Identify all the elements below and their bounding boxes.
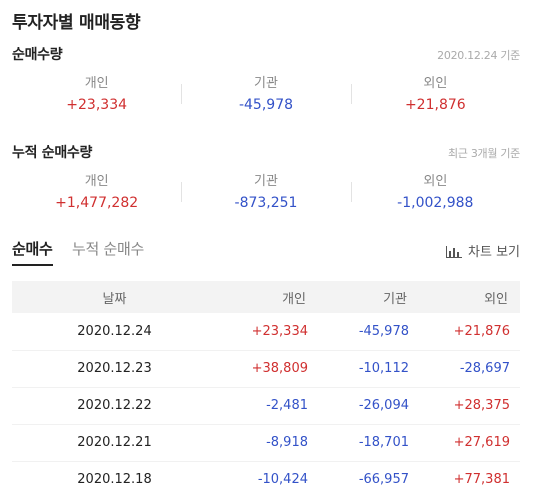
cell-date: 2020.12.21: [77, 435, 152, 450]
col-header-individual: 개인: [282, 291, 306, 307]
stat-label: 기관: [254, 174, 278, 189]
cumulative-stat-individual: 개인 +1,477,282: [12, 172, 181, 216]
cumulative-section-note: 최근 3개월 기준: [447, 147, 520, 160]
table-row: 2020.12.18 -10,424 -66,957 +77,381: [12, 461, 520, 498]
tab-net-purchase[interactable]: 순매수: [12, 238, 53, 266]
tab-cumulative-net-purchase[interactable]: 누적 순매수: [72, 240, 144, 258]
chart-view-button[interactable]: 차트 보기: [446, 241, 520, 260]
cell-institution: -66,957: [358, 472, 409, 487]
cumulative-stats: 개인 +1,477,282 기관 -873,251 외인 -1,002,988: [12, 172, 520, 216]
stat-value: +23,334: [66, 97, 128, 113]
daily-stat-individual: 개인 +23,334: [12, 74, 181, 118]
cell-date: 2020.12.22: [77, 398, 152, 413]
cell-individual: +38,809: [251, 361, 308, 376]
daily-section-title: 순매수량: [12, 47, 63, 63]
stat-value: -873,251: [234, 195, 298, 211]
stat-label: 기관: [254, 76, 278, 91]
daily-section-note: 2020.12.24 기준: [437, 49, 520, 62]
cell-institution: -26,094: [358, 398, 409, 413]
cell-foreign: +77,381: [453, 472, 510, 487]
stat-label: 개인: [84, 174, 109, 189]
cell-foreign: +21,876: [453, 323, 510, 339]
cell-date: 2020.12.24: [77, 323, 152, 339]
stat-label: 외인: [423, 76, 448, 91]
col-header-foreign: 외인: [484, 291, 508, 307]
cumulative-section-title: 누적 순매수량: [12, 145, 93, 161]
stat-value: +1,477,282: [55, 195, 139, 211]
daily-section-header: 순매수량 2020.12.24 기준: [12, 44, 520, 64]
cell-individual: -2,481: [266, 398, 308, 413]
bar-chart-icon: [446, 244, 463, 258]
page-title: 투자자별 매매동향: [12, 13, 141, 33]
cell-date: 2020.12.18: [77, 472, 152, 487]
cell-foreign: +28,375: [453, 398, 510, 413]
stat-value: -1,002,988: [397, 195, 474, 211]
cell-institution: -18,701: [358, 435, 409, 450]
cell-institution: -10,112: [358, 361, 409, 376]
table-row: 2020.12.22 -2,481 -26,094 +28,375: [12, 387, 520, 424]
tab-bar: 순매수 누적 순매수 차트 보기: [12, 238, 520, 268]
table-row: 2020.12.21 -8,918 -18,701 +27,619: [12, 424, 520, 461]
cell-individual: +23,334: [251, 323, 308, 339]
cell-date: 2020.12.23: [77, 361, 152, 376]
table-header-row: 날짜 개인 기관 외인: [12, 281, 520, 313]
stat-value: -45,978: [238, 97, 294, 113]
trading-table: 날짜 개인 기관 외인 2020.12.24 +23,334 -45,978 +…: [12, 281, 520, 498]
col-header-institution: 기관: [383, 291, 407, 307]
cell-institution: -45,978: [358, 323, 409, 339]
cell-foreign: +27,619: [453, 435, 510, 450]
cumulative-section-header: 누적 순매수량 최근 3개월 기준: [12, 142, 520, 162]
stat-label: 외인: [423, 174, 448, 189]
daily-stats: 개인 +23,334 기관 -45,978 외인 +21,876: [12, 74, 520, 118]
daily-stat-institution: 기관 -45,978: [181, 74, 350, 118]
daily-stat-foreign: 외인 +21,876: [350, 74, 520, 118]
cell-individual: -8,918: [266, 435, 308, 450]
stat-value: +21,876: [404, 97, 466, 113]
stat-label: 개인: [84, 76, 109, 91]
table-row: 2020.12.23 +38,809 -10,112 -28,697: [12, 350, 520, 387]
table-row: 2020.12.24 +23,334 -45,978 +21,876: [12, 313, 520, 350]
cell-foreign: -28,697: [459, 361, 510, 376]
cell-individual: -10,424: [257, 472, 308, 487]
col-header-date: 날짜: [102, 291, 127, 307]
cumulative-stat-institution: 기관 -873,251: [181, 172, 350, 216]
cumulative-stat-foreign: 외인 -1,002,988: [350, 172, 520, 216]
chart-view-label: 차트 보기: [468, 245, 520, 260]
